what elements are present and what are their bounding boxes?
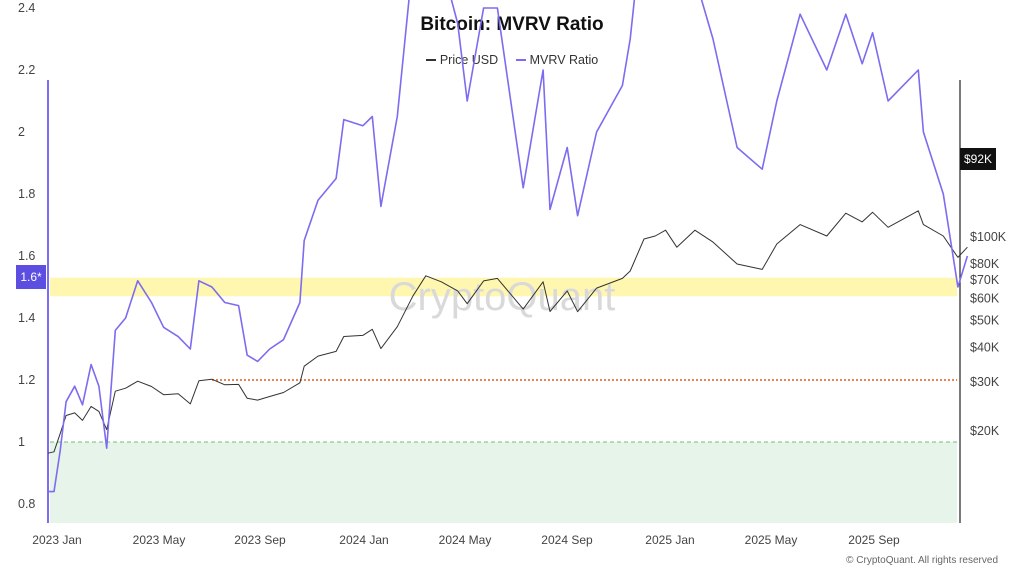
x-tick-label: 2024 Jan (339, 533, 388, 547)
y-left-tick-label: 2.2 (18, 63, 35, 77)
price-current-marker (960, 148, 996, 170)
x-tick-label: 2023 Jan (32, 533, 81, 547)
y-right-tick-label: $20K (970, 424, 1000, 438)
y-left-tick-label: 1 (18, 435, 25, 449)
y-left-tick-label: 2 (18, 125, 25, 139)
y-left-tick-label: 1.6 (18, 249, 35, 263)
mvrv-ratio-line (48, 0, 969, 493)
legend-item-price[interactable]: Price USD (425, 53, 499, 67)
below-one-zone (50, 442, 957, 523)
y-left-tick-label: 1.2 (18, 373, 35, 387)
y-right-tick-label: $60K (970, 292, 1000, 306)
y-left-tick-label: 2.4 (18, 1, 35, 15)
x-tick-label: 2023 Sep (234, 533, 286, 547)
price-current-label: $92K (964, 152, 992, 166)
y-right-tick-label: $100K (970, 230, 1007, 244)
x-tick-label: 2025 Jan (645, 533, 694, 547)
legend-label-mvrv: MVRV Ratio (529, 53, 599, 67)
mvrv-current-label: 1.6* (20, 270, 42, 284)
x-tick-label: 2024 May (439, 533, 492, 547)
x-tick-label: 2025 May (745, 533, 798, 547)
chart-title: Bitcoin: MVRV Ratio (420, 14, 604, 35)
yellow-band (50, 277, 957, 297)
x-tick-label: 2023 May (133, 533, 186, 547)
y-right-tick-label: $30K (970, 375, 1000, 389)
legend-item-mvrv[interactable]: MVRV Ratio (515, 53, 599, 67)
mvrv-current-marker (16, 265, 46, 289)
x-tick-label: 2024 Sep (541, 533, 593, 547)
price-usd-line (47, 210, 968, 454)
y-right-tick-label: $70K (970, 273, 1000, 287)
y-right-tick-label: $80K (970, 257, 1000, 271)
legend-swatch-price (425, 59, 436, 61)
y-right-tick-label: $50K (970, 314, 1000, 328)
y-right-tick-label: $40K (970, 340, 1000, 354)
y-left-tick-label: 1.8 (18, 187, 35, 201)
y-left-tick-label: 0.8 (18, 497, 35, 511)
x-tick-label: 2025 Sep (848, 533, 900, 547)
legend-label-price: Price USD (439, 53, 499, 67)
chart-legend: Price USD MVRV Ratio (0, 50, 1024, 67)
legend-swatch-mvrv (515, 59, 526, 61)
y-left-tick-label: 1.4 (18, 311, 35, 325)
copyright-footer: © CryptoQuant. All rights reserved (846, 555, 998, 566)
